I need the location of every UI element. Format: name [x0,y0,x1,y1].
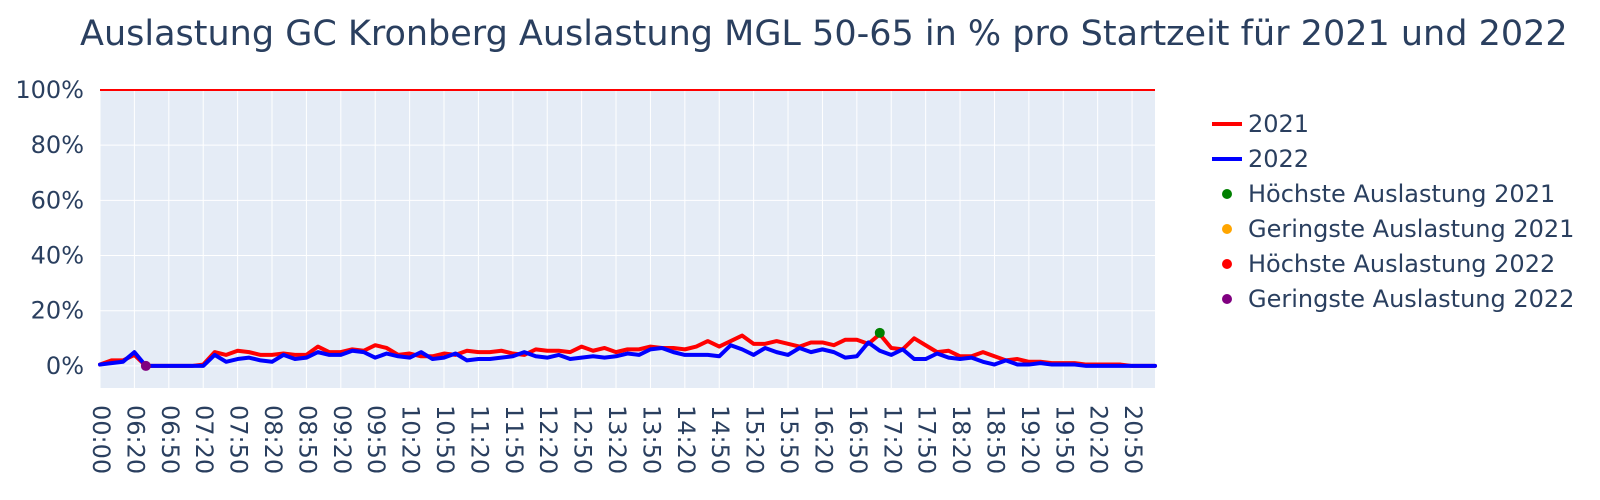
x-tick-label: 16:20 [809,405,837,474]
x-tick-label: 09:20 [328,405,356,474]
x-tick-label: 11:20 [465,405,493,474]
legend-marker-swatch [1212,283,1248,318]
legend-marker-swatch [1212,213,1248,248]
legend-dot-icon [1222,224,1232,234]
chart-title: Auslastung GC Kronberg Auslastung MGL 50… [80,14,1568,54]
y-axis-ticks: 0% 20% 40% 60% 80% 100% [15,76,84,380]
x-tick-label: 18:20 [947,405,975,474]
x-tick-label: 18:50 [981,405,1009,474]
marker-geringste-auslastung-2022 [140,360,151,371]
x-tick-label: 11:50 [500,405,528,474]
x-tick-label: 19:20 [1016,405,1044,474]
x-tick-label: 14:50 [706,405,734,474]
x-tick-label: 00:00 [87,405,115,474]
x-tick-label: 06:50 [156,405,184,474]
legend-line-swatch [1212,108,1248,143]
legend-label: Höchste Auslastung 2021 [1248,180,1556,208]
x-tick-label: 17:50 [913,405,941,474]
x-tick-label: 13:20 [603,405,631,474]
x-tick-label: 08:50 [293,405,321,474]
x-tick-label: 12:50 [569,405,597,474]
legend-label: 2022 [1248,145,1310,173]
y-tick-label: 80% [31,131,84,159]
legend-label: Höchste Auslastung 2022 [1248,250,1556,278]
x-tick-label: 17:20 [878,405,906,474]
x-tick-label: 07:50 [225,405,253,474]
x-tick-label: 15:50 [775,405,803,474]
legend-label: 2021 [1248,110,1310,138]
x-tick-label: 15:20 [741,405,769,474]
x-tick-label: 14:20 [672,405,700,474]
legend-line-swatch [1212,143,1248,178]
y-tick-label: 100% [15,76,84,104]
plot-area [100,90,1155,388]
y-tick-label: 0% [46,352,84,380]
legend-dot-icon [1222,189,1232,199]
x-tick-label: 20:20 [1085,405,1113,474]
x-tick-label: 12:20 [534,405,562,474]
legend-label: Geringste Auslastung 2021 [1248,215,1575,243]
x-tick-label: 08:20 [259,405,287,474]
x-tick-label: 09:50 [362,405,390,474]
x-tick-label: 10:50 [431,405,459,474]
series-line-2022 [98,340,1157,368]
x-tick-label: 13:50 [637,405,665,474]
legend-dot-icon [1222,294,1232,304]
marker-h-chste-auslastung-2021 [874,327,885,338]
series-line-2021 [98,332,1157,368]
legend-label: Geringste Auslastung 2022 [1248,285,1575,313]
y-tick-label: 60% [31,186,84,214]
series-layer [98,332,1157,368]
legend-marker-swatch [1212,178,1248,213]
x-tick-label: 16:50 [844,405,872,474]
x-tick-label: 10:20 [397,405,425,474]
legend-dot-icon [1222,259,1232,269]
x-tick-label: 19:50 [1050,405,1078,474]
x-axis-ticks: 00:00 06:20 06:50 07:20 07:50 08:20 08:50 09:20… [87,405,1147,474]
legend-marker-swatch [1212,248,1248,283]
legend-line-icon [1212,157,1242,161]
x-tick-label: 07:20 [190,405,218,474]
x-tick-label: 06:20 [121,405,149,474]
x-tick-label: 20:50 [1119,405,1147,474]
y-tick-label: 40% [31,242,84,270]
legend-line-icon [1212,122,1242,126]
y-tick-label: 20% [31,297,84,325]
highlight-markers [140,327,885,371]
